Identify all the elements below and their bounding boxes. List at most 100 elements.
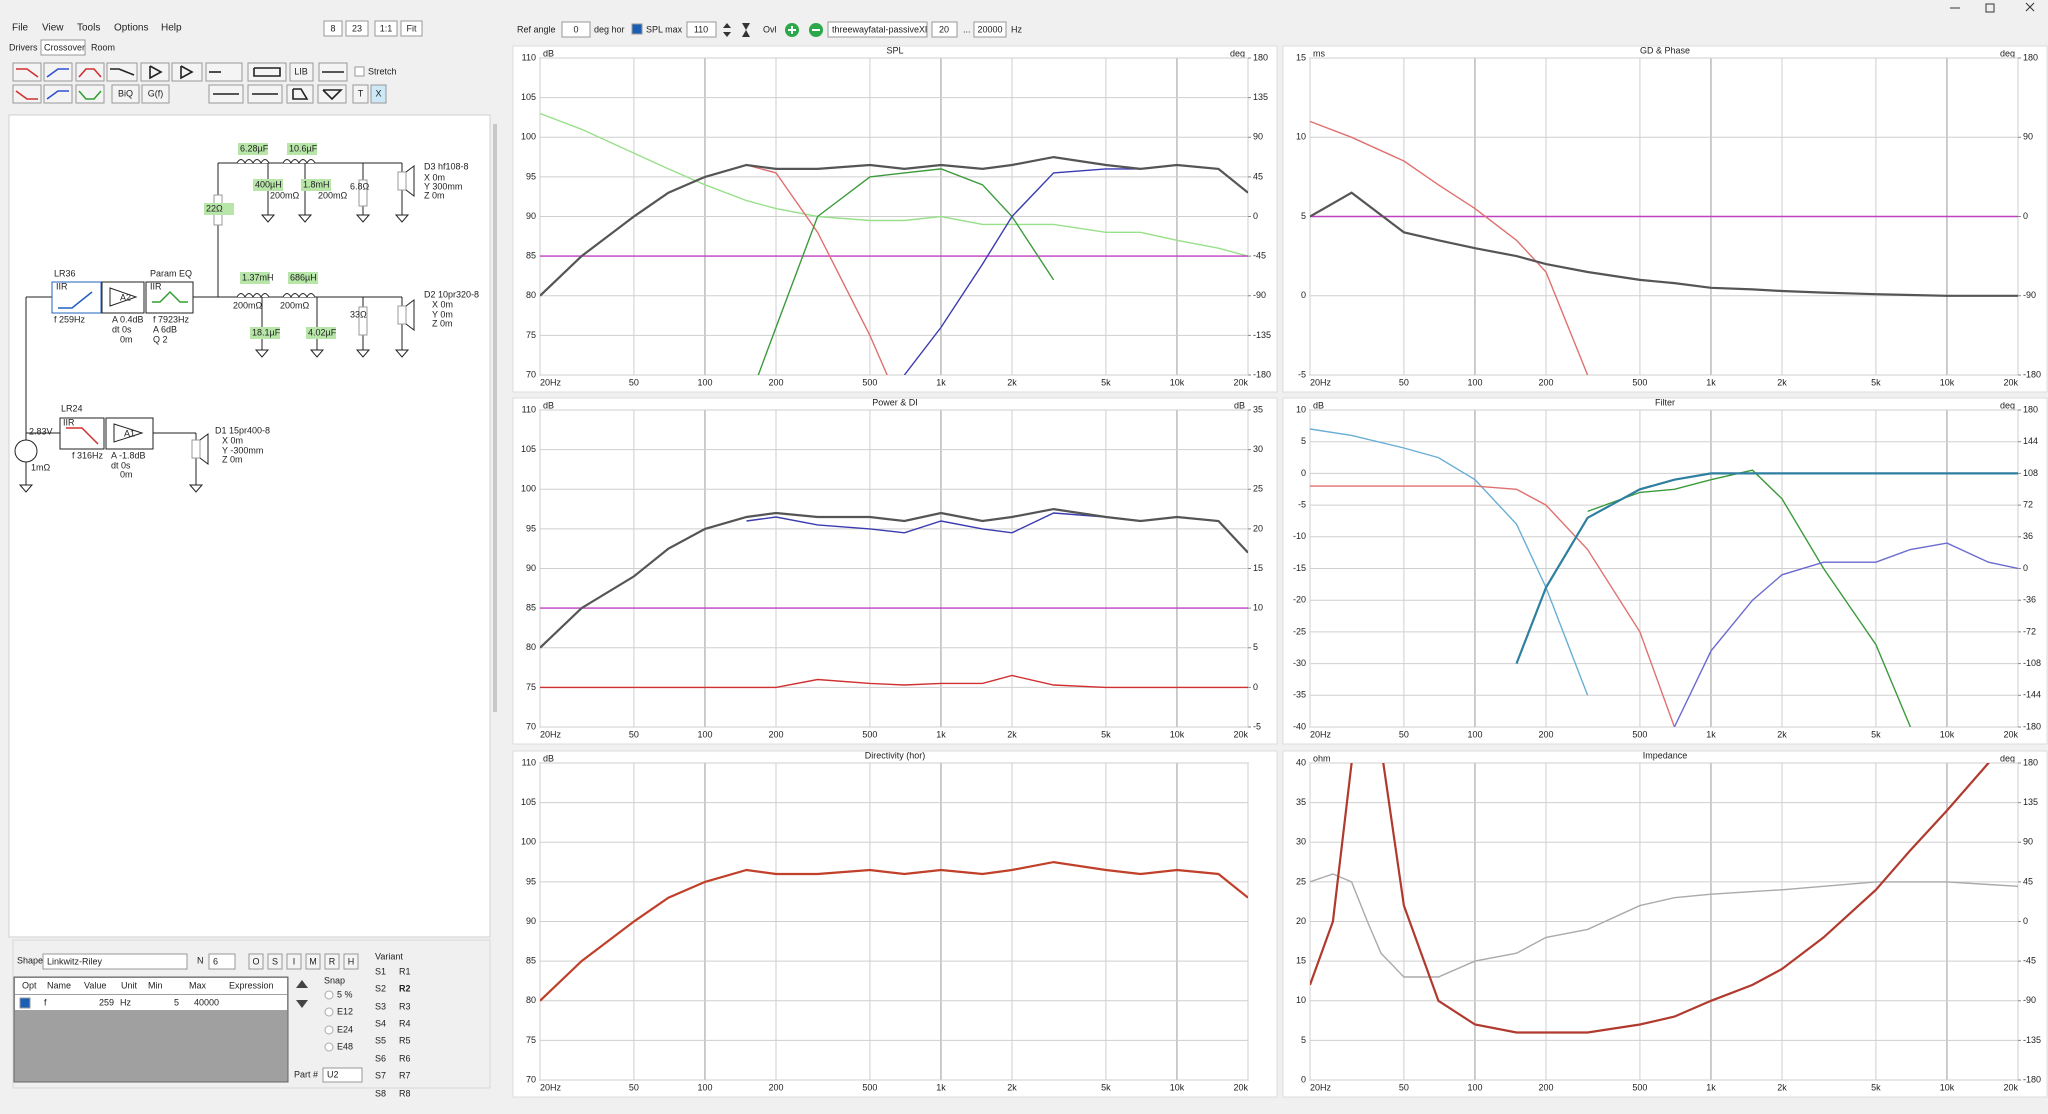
down-arrow[interactable]	[296, 1000, 308, 1008]
y2-tick-label: -180	[2023, 721, 2041, 731]
zoom-button[interactable]	[374, 20, 398, 37]
tool-button[interactable]	[111, 84, 140, 104]
restore-button[interactable]	[1985, 3, 1995, 13]
tool-button-label: LIB	[294, 66, 308, 76]
variant-r[interactable]: R7	[399, 1070, 411, 1080]
y2-tick-label: 90	[1253, 132, 1263, 142]
x-tick-label: 10k	[1940, 1082, 1955, 1092]
variant-s[interactable]: S7	[375, 1070, 386, 1080]
option-button[interactable]	[248, 953, 264, 970]
y2-tick-label: 0	[1253, 211, 1258, 221]
variant-r[interactable]: R3	[399, 1001, 411, 1011]
tool-button[interactable]	[171, 62, 203, 82]
schematic-label: LR36	[54, 268, 76, 278]
menu-item[interactable]: File	[12, 23, 29, 34]
variant-s[interactable]: S8	[375, 1088, 386, 1098]
option-button[interactable]	[324, 953, 340, 970]
f-max-input[interactable]	[973, 21, 1007, 38]
y2-axis-unit: deg	[2000, 753, 2015, 763]
option-button[interactable]	[343, 953, 359, 970]
radio[interactable]	[324, 1025, 334, 1035]
tool-button[interactable]	[75, 62, 105, 82]
tool-button[interactable]	[141, 84, 170, 104]
ground	[188, 484, 204, 493]
spin[interactable]	[723, 23, 750, 37]
driver[interactable]	[397, 171, 407, 191]
up-arrow[interactable]	[296, 980, 308, 988]
ref-angle-value: 0	[573, 24, 578, 34]
variant-s[interactable]: S5	[375, 1035, 386, 1045]
zoom-button[interactable]	[400, 20, 423, 37]
tool-button[interactable]	[12, 84, 42, 104]
filter-block[interactable]	[145, 281, 194, 314]
tool-button[interactable]	[75, 84, 105, 104]
variant-s[interactable]: S1	[375, 966, 386, 976]
active-tab[interactable]	[40, 39, 86, 56]
tool-button[interactable]	[205, 62, 243, 82]
option-label: S	[272, 956, 278, 966]
y2-axis-unit: deg	[1230, 48, 1245, 58]
filter-block[interactable]	[59, 417, 105, 450]
menu-item[interactable]: Help	[161, 23, 182, 34]
option-button[interactable]	[305, 953, 321, 970]
ref-angle-unit: deg hor	[594, 24, 625, 34]
tool-button[interactable]	[43, 84, 73, 104]
variant-s[interactable]: S2	[375, 983, 386, 993]
option-button[interactable]	[286, 953, 302, 970]
y-tick-label: 35	[1296, 797, 1306, 807]
radio[interactable]	[324, 1007, 334, 1017]
scrollbar[interactable]	[493, 124, 497, 712]
x-tick-label: 50	[1399, 1082, 1409, 1092]
file-dropdown[interactable]	[827, 21, 928, 38]
driver[interactable]	[191, 439, 201, 459]
radio[interactable]	[324, 1042, 334, 1052]
tool-button[interactable]	[43, 62, 73, 82]
tool-button[interactable]	[106, 62, 138, 82]
tool-button[interactable]	[286, 84, 314, 104]
tool-button[interactable]	[12, 62, 42, 82]
close-button[interactable]	[2025, 2, 2035, 12]
y-tick-label: 40	[1296, 757, 1306, 767]
tool-button[interactable]	[370, 84, 387, 104]
schematic-label: A 0.4dB	[112, 314, 144, 324]
variant-r[interactable]: R8	[399, 1088, 411, 1098]
order-dropdown[interactable]	[208, 953, 236, 970]
shape-dropdown[interactable]	[42, 953, 188, 970]
variant-label: Variant	[375, 951, 403, 961]
variant-s[interactable]: S4	[375, 1018, 386, 1028]
checkbox[interactable]	[19, 997, 31, 1009]
radio[interactable]	[324, 990, 334, 1000]
zoom-button[interactable]	[323, 20, 343, 37]
checkbox[interactable]	[354, 66, 365, 77]
variant-r[interactable]: R2	[399, 983, 411, 993]
schematic-label: IIR	[150, 281, 162, 291]
menu-item[interactable]: Tools	[77, 23, 100, 34]
tool-button[interactable]	[289, 62, 314, 82]
variant-r[interactable]: R6	[399, 1053, 411, 1063]
ground	[394, 349, 410, 358]
y2-tick-label: 20	[1253, 523, 1263, 533]
tool-button[interactable]	[140, 62, 170, 82]
x-tick-label: 5k	[1871, 729, 1881, 739]
variant-r[interactable]: R4	[399, 1018, 411, 1028]
part-input[interactable]	[322, 1067, 363, 1083]
spl-max-input[interactable]	[686, 21, 717, 38]
variant-s[interactable]: S6	[375, 1053, 386, 1063]
zoom-button[interactable]	[345, 20, 369, 37]
y2-tick-label: 180	[2023, 757, 2038, 767]
variant-s[interactable]: S3	[375, 1001, 386, 1011]
menu-item[interactable]: View	[42, 23, 64, 34]
menu-item[interactable]: Options	[114, 23, 148, 34]
tool-button[interactable]	[352, 84, 369, 104]
filter-block[interactable]	[101, 281, 145, 314]
option-button[interactable]	[267, 953, 283, 970]
checkbox[interactable]	[631, 23, 643, 35]
ref-angle-input[interactable]	[561, 21, 591, 38]
zoom-button-label: 8	[330, 23, 335, 33]
variant-r[interactable]: R1	[399, 966, 411, 976]
variant-r[interactable]: R5	[399, 1035, 411, 1045]
f-min-input[interactable]	[931, 21, 958, 38]
x-tick-label: 200	[1538, 377, 1553, 387]
driver[interactable]	[397, 305, 407, 325]
tool-button[interactable]	[317, 84, 347, 104]
